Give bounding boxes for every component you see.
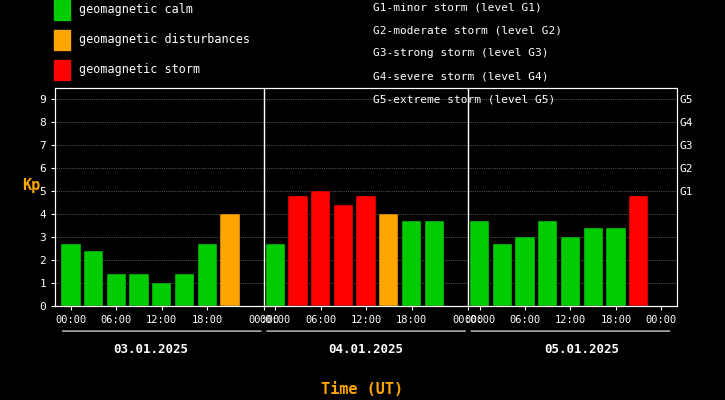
Text: G2-moderate storm (level G2): G2-moderate storm (level G2) [373,25,563,35]
Bar [334,205,353,306]
Text: G5-extreme storm (level G5): G5-extreme storm (level G5) [373,95,555,105]
Bar [379,214,399,306]
Bar [493,244,512,306]
Y-axis label: Kp: Kp [22,178,41,193]
Bar [62,244,80,306]
Text: G4-severe storm (level G4): G4-severe storm (level G4) [373,72,549,82]
Bar [515,237,535,306]
Bar [197,244,217,306]
Text: 03.01.2025: 03.01.2025 [113,343,188,356]
Bar [220,214,239,306]
Text: G1-minor storm (level G1): G1-minor storm (level G1) [373,2,542,12]
Bar [175,274,194,306]
Text: Time (UT): Time (UT) [321,382,404,397]
Bar [311,191,331,306]
Bar [289,196,307,306]
Bar [470,221,489,306]
Text: G3-strong storm (level G3): G3-strong storm (level G3) [373,48,549,58]
Bar [265,244,285,306]
Text: geomagnetic calm: geomagnetic calm [79,4,193,16]
Bar [584,228,602,306]
Text: 04.01.2025: 04.01.2025 [328,343,404,356]
Bar [107,274,126,306]
Text: geomagnetic storm: geomagnetic storm [79,64,200,76]
Bar [357,196,376,306]
Bar [84,251,104,306]
Bar [629,196,648,306]
Bar [152,283,171,306]
Text: 05.01.2025: 05.01.2025 [544,343,619,356]
Bar [130,274,149,306]
Bar [561,237,580,306]
Bar [606,228,626,306]
Bar [402,221,421,306]
Bar [538,221,558,306]
Text: geomagnetic disturbances: geomagnetic disturbances [79,34,250,46]
Bar [425,221,444,306]
